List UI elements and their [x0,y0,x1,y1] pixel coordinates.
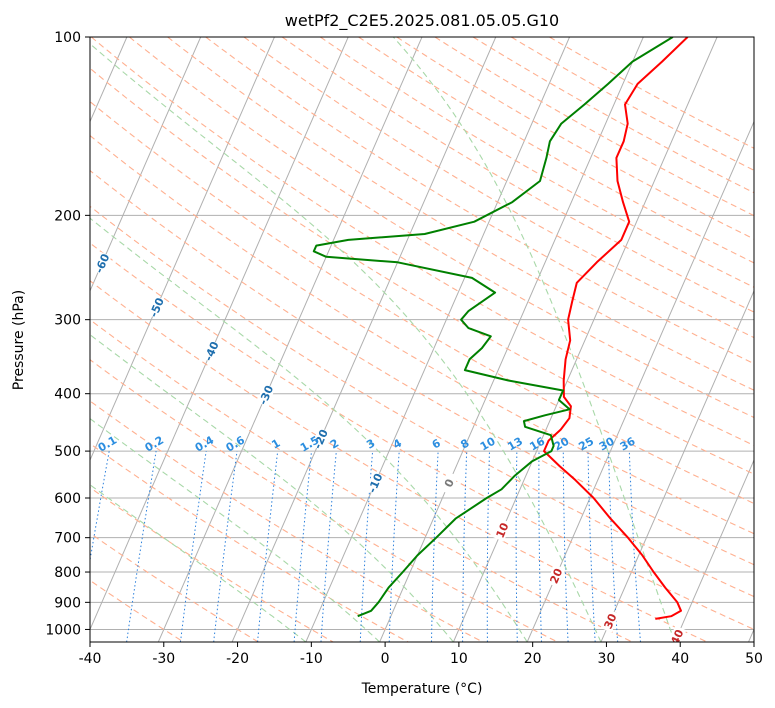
dewpoint-profile-line [312,37,674,618]
mixing-ratio-line [320,451,337,642]
isotherm-line [674,458,754,642]
isotherm-label: 20 [547,566,565,586]
moist-adiabat-line [90,217,528,642]
y-tick-label: 300 [54,313,81,329]
x-axis-ticks: -40 -30 -20 -10 0 10 20 30 40 50 [79,642,763,667]
isotherm-line [90,37,349,631]
x-tick-label: -20 [226,651,249,667]
dry-adiabat-line [90,242,754,631]
mixing-ratio-line [293,451,312,642]
dry-adiabat-line [396,37,754,240]
y-tick-label: 1000 [45,622,81,638]
moist-adiabat-line [90,484,307,642]
dry-adiabat-line [205,37,754,365]
dry-adiabat-line [90,205,754,598]
dry-adiabat-line [90,67,754,475]
x-axis-label: Temperature (°C) [361,681,483,697]
isotherm-label-bg [667,625,687,642]
isotherm-line [231,37,497,642]
chart-title: wetPf2_C2E5.2025.081.05.05.G10 [285,11,559,31]
isotherm-label-bg [311,427,331,451]
temperature-profile-line [543,37,689,620]
dry-adiabat-line [90,134,754,535]
y-tick-label: 900 [54,595,81,611]
x-tick-label: 30 [598,651,616,667]
dry-adiabat-line [90,359,558,642]
isotherm-line [90,37,275,462]
isobar-grid [90,37,754,630]
x-tick-label: -10 [300,651,323,667]
isotherm-label-bg [201,339,221,363]
mixing-ratio-line [213,451,238,642]
moist-adiabat-line [90,417,380,642]
dry-adiabat-line [90,100,754,505]
isotherm-label-bg [365,471,385,495]
y-tick-label: 500 [54,444,81,460]
isotherm-line [452,37,718,642]
mixing-ratio-line [126,451,157,642]
moist-adiabats [90,37,676,642]
moist-adiabat-line [90,43,602,642]
isotherm-label-bg [492,518,512,542]
isotherm-line [600,289,754,642]
dry-adiabat-line [358,37,754,264]
dry-adiabat-line [90,400,484,642]
isotherm-label-bg [256,383,276,407]
y-tick-label: 800 [54,565,81,581]
dry-adiabat-line [472,37,754,194]
isotherm-line [379,37,644,642]
x-tick-label: 10 [450,651,468,667]
y-tick-label: 400 [54,387,81,403]
isotherm-label-bg [439,471,459,495]
y-tick-label: 600 [54,491,81,507]
y-axis-ticks: 100 200 300 400 500 600 700 800 900 1000 [45,30,90,638]
isotherm-line [157,37,423,642]
x-tick-label: -40 [79,651,102,667]
dry-adiabat-line [281,37,754,313]
mixing-ratio-line [179,451,207,642]
y-tick-label: 200 [54,208,81,224]
dry-adiabat-line [90,442,409,642]
y-tick-label: 700 [54,531,81,547]
moist-adiabat-line [90,333,454,642]
mixing-ratio-lines [90,451,641,642]
dry-adiabat-line [167,37,754,391]
mixing-ratio-line [257,451,279,642]
x-tick-label: 20 [524,651,542,667]
isotherm-line [90,37,202,293]
x-tick-label: 40 [671,651,689,667]
isotherm-label: 40 [668,627,686,647]
plot-area: -100-90-80-70-60-50-40-30-20-10010203040… [90,37,754,647]
isotherm-line [526,120,754,642]
isotherm-label-bg [600,609,620,633]
plot-frame [89,36,755,643]
isotherm-label: 30 [602,611,620,631]
x-tick-label: 0 [381,651,390,667]
x-tick-label: 50 [745,651,763,667]
isotherm-label-bg [147,295,167,319]
dry-adiabat-line [90,37,754,447]
sounding-series [312,37,689,620]
x-tick-label: -30 [152,651,175,667]
isotherm-label-bg [92,251,112,275]
isotherm-label: 10 [494,520,512,540]
dry-adiabat-line [511,37,754,171]
y-tick-label: 100 [54,30,81,46]
dry-adiabat-line [90,169,754,566]
isotherm-label-bg [546,564,566,588]
moist-adiabat-line [392,37,676,642]
y-axis-label: Pressure (hPa) [11,290,27,390]
